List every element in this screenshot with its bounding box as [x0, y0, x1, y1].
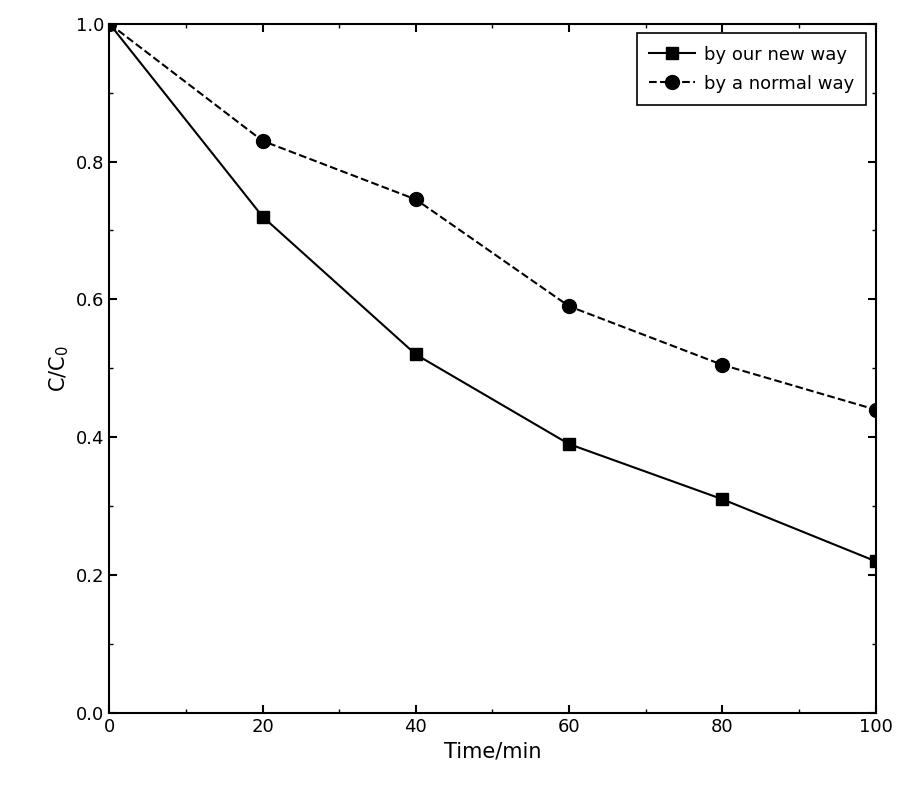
by our new way [563, 440, 574, 449]
by our new way [410, 350, 421, 360]
by a normal way [104, 19, 115, 29]
by our new way [716, 494, 727, 504]
Line: by our new way: by our new way [104, 18, 880, 567]
by our new way [104, 19, 115, 29]
by a normal way [563, 302, 574, 311]
by our new way [257, 212, 268, 222]
Legend: by our new way, by a normal way: by our new way, by a normal way [636, 32, 865, 105]
by a normal way [257, 136, 268, 146]
by a normal way [410, 195, 421, 204]
by our new way [869, 557, 880, 566]
Line: by a normal way: by a normal way [102, 17, 882, 417]
by a normal way [716, 360, 727, 370]
by a normal way [869, 405, 880, 414]
Y-axis label: C/C$_0$: C/C$_0$ [46, 345, 70, 392]
X-axis label: Time/min: Time/min [444, 741, 540, 761]
